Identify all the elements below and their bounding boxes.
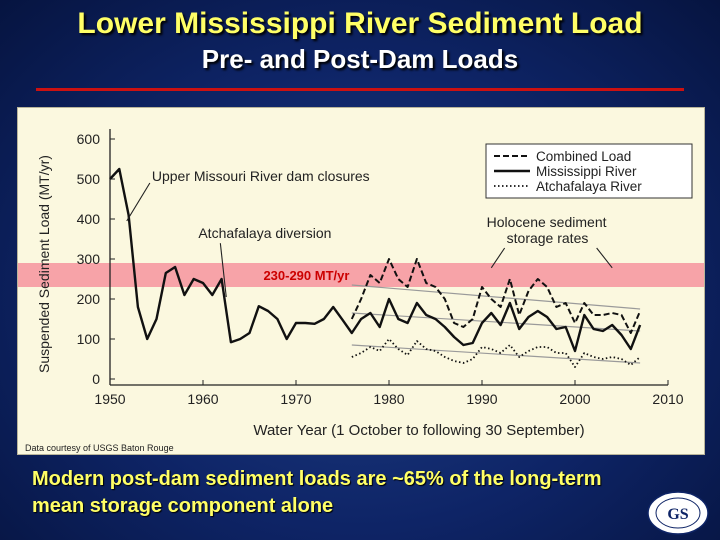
legend-label: Mississippi River — [536, 164, 637, 179]
y-tick-label: 500 — [77, 171, 101, 187]
trend-line — [351, 284, 641, 310]
slide-subtitle: Pre- and Post-Dam Loads — [201, 44, 519, 74]
y-tick-label: 400 — [77, 211, 101, 227]
title-rule — [36, 88, 684, 91]
y-axis-label: Suspended Sediment Load (MT/yr) — [36, 155, 52, 373]
annotation-arrow — [219, 243, 227, 298]
x-axis-label: Water Year (1 October to following 30 Se… — [253, 422, 584, 439]
x-tick-label: 1980 — [373, 391, 404, 407]
x-tick-label: 1970 — [280, 391, 311, 407]
y-tick-label: 200 — [77, 291, 101, 307]
chart-panel: 0 100 200 300 400 500 600 1950 1960 1970 1980 1990 2… — [17, 107, 705, 455]
annotation-arrow — [126, 182, 151, 222]
svg-text:GS: GS — [667, 506, 688, 523]
slide-caption: Modern post-dam sediment loads are ~65% … — [32, 468, 602, 517]
x-tick-label: 1950 — [94, 391, 125, 407]
trend-line — [351, 344, 641, 364]
y-tick-label: 0 — [92, 371, 100, 387]
annotation-arrow — [596, 247, 613, 269]
x-tick-label: 2000 — [559, 391, 590, 407]
target-band — [18, 263, 704, 287]
annotation-dam-closures: Upper Missouri River dam closures — [152, 168, 370, 184]
y-tick-label: 600 — [77, 131, 101, 147]
sediment-load-chart: 0 100 200 300 400 500 600 1950 1960 1970 1980 1990 2… — [18, 129, 704, 439]
legend-label: Atchafalaya River — [536, 179, 642, 194]
x-tick-label: 1990 — [466, 391, 497, 407]
gsa-logo: GS — [647, 491, 709, 535]
x-tick-label: 1960 — [187, 391, 218, 407]
data-credit: Data courtesy of USGS Baton Rouge — [25, 443, 174, 453]
series-line — [350, 258, 642, 334]
annotation-arrow — [490, 247, 506, 269]
x-tick-label: 2010 — [652, 391, 683, 407]
annotation-holocene-line2: storage rates — [507, 230, 589, 246]
series-line — [109, 167, 642, 353]
legend-box — [485, 143, 693, 199]
series-line — [351, 338, 641, 368]
annotation-holocene-line1: Holocene sediment — [487, 214, 607, 230]
y-tick-label: 100 — [77, 331, 101, 347]
annotation-diversion: Atchafalaya diversion — [198, 225, 331, 241]
band-label: 230-290 MT/yr — [263, 268, 349, 283]
slide-title: Lower Mississippi River Sediment Load — [77, 7, 643, 40]
legend-label: Combined Load — [536, 149, 631, 164]
y-tick-label: 300 — [77, 251, 101, 267]
